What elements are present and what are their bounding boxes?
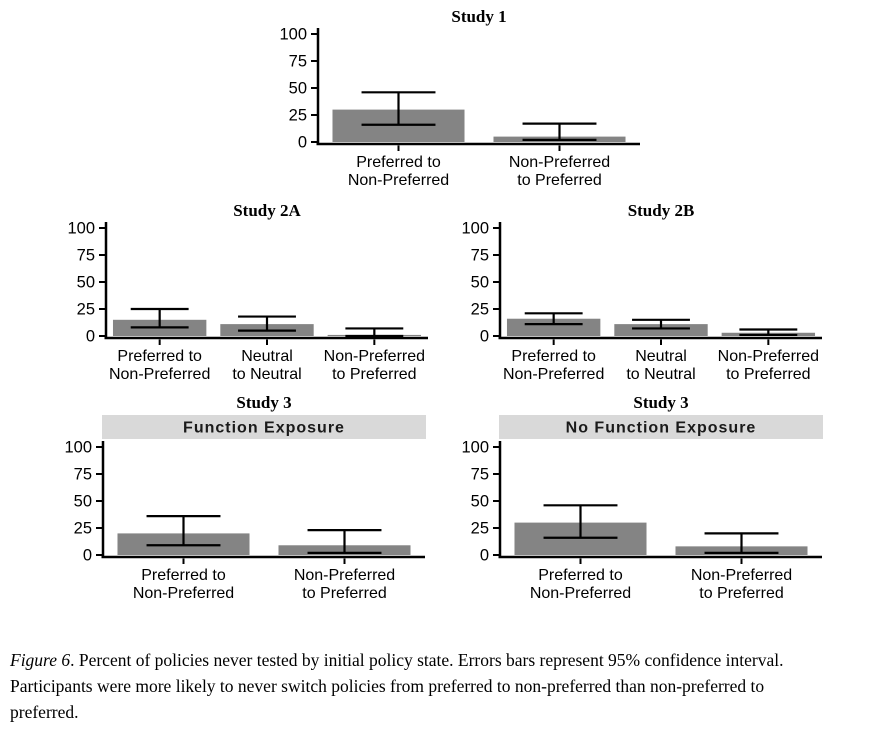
facet-strip-label: Function Exposure xyxy=(183,420,345,437)
category-label: Preferred to Non-Preferred xyxy=(109,348,210,383)
bar xyxy=(614,324,708,336)
category-label: Neutral to Neutral xyxy=(626,348,695,383)
y-tick-label: 0 xyxy=(298,134,307,152)
y-tick-label: 0 xyxy=(480,328,489,346)
y-tick-label: 0 xyxy=(86,328,95,346)
row-study-1: Study 1 0 25 50 75 100 Preferred to Non-Preferr… xyxy=(0,0,879,190)
y-tick-label: 100 xyxy=(67,220,95,238)
y-tick-label: 100 xyxy=(64,439,92,457)
facet-strip-label: No Function Exposure xyxy=(566,420,757,437)
facet-strip xyxy=(102,415,426,439)
study-3-no-function-exposure-bar-chart: Study 3 No Function Exposure 0 25 50 75 100 Pre… xyxy=(461,393,823,602)
study-3-function-exposure-bar-chart: Study 3 Function Exposure 0 25 50 75 100 Prefer… xyxy=(64,393,426,602)
y-tick-label: 25 xyxy=(289,107,307,125)
category-label: Non-Preferred to Preferred xyxy=(294,567,395,602)
y-tick-label: 100 xyxy=(461,439,489,457)
y-tick-label: 100 xyxy=(461,220,489,238)
y-tick-label: 0 xyxy=(83,547,92,565)
y-tick-label: 75 xyxy=(471,466,489,484)
figure-caption-label: Figure 6 xyxy=(10,650,71,670)
category-label: Non-Preferred to Preferred xyxy=(324,348,425,383)
y-tick-label: 25 xyxy=(74,520,92,538)
panel-title: Study 3 xyxy=(633,393,688,412)
row-study-2: Study 2A 0 25 50 75 100 Preferred to Non-Prefer… xyxy=(0,200,879,384)
y-tick-label: 75 xyxy=(471,247,489,265)
panel-study-2b: Study 2B 0 25 50 75 100 Preferred to Non-Prefer… xyxy=(454,200,829,384)
category-label: Non-Preferred to Preferred xyxy=(691,567,792,602)
figure-caption-text: . Percent of policies never tested by in… xyxy=(10,650,784,722)
category-label: Preferred to Non-Preferred xyxy=(348,154,449,189)
figure-caption: Figure 6. Percent of policies never test… xyxy=(10,647,824,725)
panel-study-3-function-exposure: Study 3 Function Exposure 0 25 50 75 100 Prefer… xyxy=(57,392,432,603)
y-tick-label: 50 xyxy=(471,274,489,292)
y-tick-label: 50 xyxy=(77,274,95,292)
y-tick-label: 25 xyxy=(471,520,489,538)
y-tick-label: 75 xyxy=(289,53,307,71)
y-tick-label: 50 xyxy=(471,493,489,511)
category-label: Preferred to Non-Preferred xyxy=(133,567,234,602)
facet-strip xyxy=(499,415,823,439)
panel-study-1: Study 1 0 25 50 75 100 Preferred to Non-Preferr… xyxy=(272,6,879,190)
category-label: Preferred to Non-Preferred xyxy=(530,567,631,602)
y-tick-label: 75 xyxy=(77,247,95,265)
category-label: Neutral to Neutral xyxy=(232,348,301,383)
y-tick-label: 100 xyxy=(279,26,307,44)
study-2a-bar-chart: Study 2A 0 25 50 75 100 Preferred to Non-Prefer… xyxy=(67,201,428,383)
y-tick-label: 50 xyxy=(289,80,307,98)
category-label: Non-Preferred to Preferred xyxy=(509,154,610,189)
y-tick-label: 25 xyxy=(77,301,95,319)
row-study-3: Study 3 Function Exposure 0 25 50 75 100 Prefer… xyxy=(0,392,879,603)
y-tick-label: 0 xyxy=(480,547,489,565)
y-tick-label: 75 xyxy=(74,466,92,484)
category-label: Preferred to Non-Preferred xyxy=(503,348,604,383)
category-label: Non-Preferred to Preferred xyxy=(718,348,819,383)
panel-title: Study 3 xyxy=(236,393,291,412)
y-tick-label: 25 xyxy=(471,301,489,319)
panel-title: Study 2A xyxy=(233,201,301,220)
study-2b-bar-chart: Study 2B 0 25 50 75 100 Preferred to Non-Prefer… xyxy=(461,201,822,383)
panel-title: Study 1 xyxy=(451,7,506,26)
panel-study-3-no-function-exposure: Study 3 No Function Exposure 0 25 50 75 100 Pre… xyxy=(454,392,829,603)
panel-title: Study 2B xyxy=(628,201,695,220)
panel-study-2a: Study 2A 0 25 50 75 100 Preferred to Non-Prefer… xyxy=(60,200,435,384)
y-tick-label: 50 xyxy=(74,493,92,511)
study-1-bar-chart: Study 1 0 25 50 75 100 Preferred to Non-Preferr… xyxy=(279,7,640,189)
